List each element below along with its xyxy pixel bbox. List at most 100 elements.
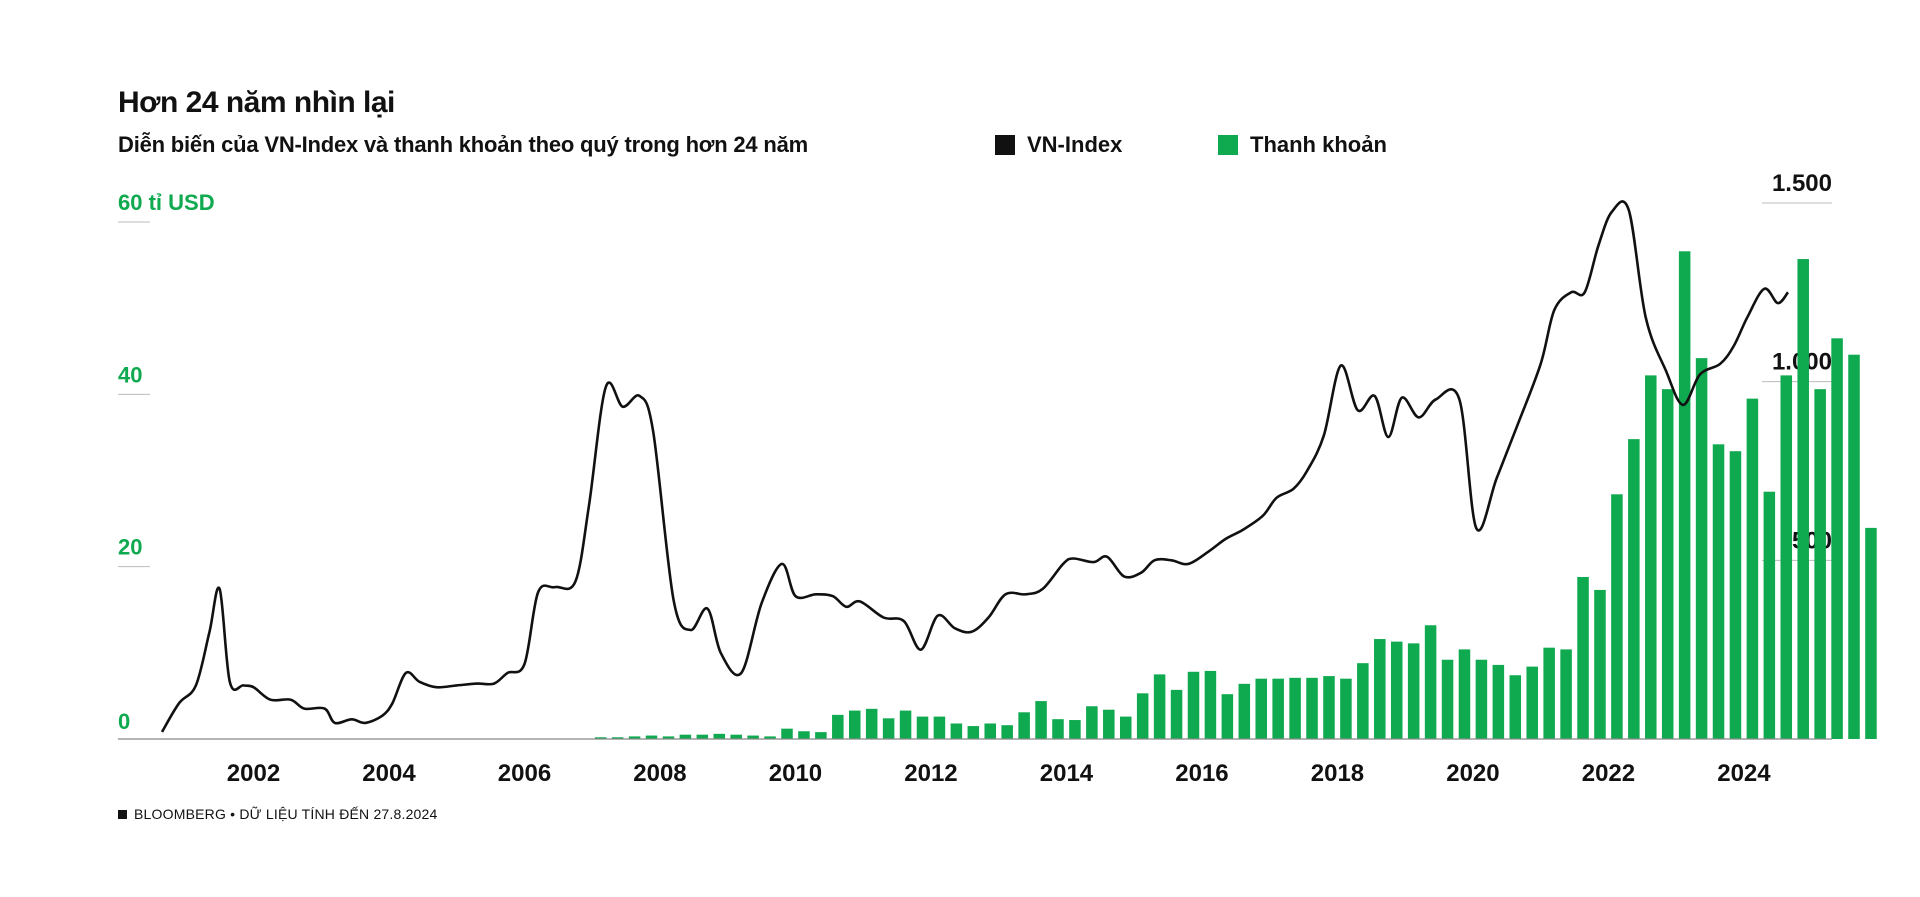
liquidity-bar — [1678, 251, 1691, 740]
liquidity-bar — [1001, 725, 1013, 739]
liquidity-bar — [696, 734, 709, 739]
liquidity-bar — [1746, 398, 1759, 739]
legend-liquidity-label: Thanh khoản — [1250, 132, 1387, 157]
legend-liquidity: Thanh khoản — [1218, 132, 1387, 158]
liquidity-bar — [1865, 527, 1877, 739]
x-tick-label: 2006 — [498, 760, 551, 787]
liquidity-bar — [1475, 659, 1488, 739]
liquidity-bar — [1374, 639, 1386, 739]
legend-vnindex: VN-Index — [995, 132, 1122, 158]
liquidity-bar — [1848, 354, 1860, 739]
liquidity-bar — [781, 728, 793, 739]
liquidity-bar — [1729, 451, 1742, 739]
liquidity-bar — [662, 736, 675, 739]
source-note: BLOOMBERG • DỮ LIỆU TÍNH ĐẾN 27.8.2024 — [118, 806, 438, 822]
liquidity-bar — [1119, 716, 1132, 739]
liquidity-bar — [815, 732, 827, 739]
liquidity-bar — [1407, 643, 1420, 739]
liquidity-bar — [1170, 689, 1183, 739]
liquidity-bar — [1357, 663, 1369, 739]
x-tick-label: 2024 — [1717, 760, 1771, 787]
liquidity-bar — [1272, 678, 1284, 739]
left-tick-label: 20 — [118, 535, 142, 560]
liquidity-bar — [1424, 625, 1437, 739]
liquidity-bar — [764, 736, 776, 739]
liquidity-bar — [1763, 491, 1776, 739]
liquidity-bar — [1221, 694, 1234, 739]
liquidity-bar — [1661, 389, 1674, 739]
x-tick-label: 2020 — [1446, 760, 1499, 787]
liquidity-bar — [798, 731, 810, 739]
left-tick-label: 40 — [118, 362, 142, 387]
liquidity-bar — [1577, 577, 1589, 739]
left-axis-unit-label: 60 tỉ USD — [118, 190, 215, 215]
liquidity-bar — [1153, 674, 1166, 740]
x-tick-label: 2012 — [904, 760, 957, 787]
liquidity-bar — [1204, 670, 1217, 739]
liquidity-bar — [950, 723, 963, 739]
liquidity-bar — [1306, 677, 1318, 739]
liquidity-bar — [747, 735, 759, 739]
liquidity-bar — [1136, 693, 1149, 739]
x-tick-label: 2018 — [1311, 760, 1364, 787]
liquidity-bar — [1103, 709, 1115, 739]
liquidity-bar — [1645, 375, 1657, 739]
liquidity-bar — [1390, 641, 1403, 739]
liquidity-bar — [679, 734, 692, 739]
legend-vnindex-swatch — [995, 135, 1015, 155]
chart-subtitle: Diễn biến của VN-Index và thanh khoản th… — [118, 132, 809, 157]
liquidity-bar — [916, 716, 929, 739]
x-tick-label: 2002 — [227, 760, 280, 787]
liquidity-bar — [1814, 389, 1826, 739]
source-text: BLOOMBERG • DỮ LIỆU TÍNH ĐẾN 27.8.2024 — [134, 806, 438, 822]
liquidity-bar — [1831, 338, 1843, 739]
liquidity-bar — [1441, 659, 1454, 739]
x-tick-label: 2004 — [362, 760, 416, 787]
liquidity-bar — [1526, 666, 1538, 739]
liquidity-bar — [1492, 664, 1505, 739]
liquidity-bar — [611, 737, 624, 739]
left-tick-label: 0 — [118, 709, 130, 734]
liquidity-bar — [1780, 375, 1793, 739]
chart-title: Hơn 24 năm nhìn lại — [118, 86, 395, 119]
liquidity-bar — [832, 714, 844, 739]
liquidity-bar — [899, 710, 912, 739]
liquidity-bar — [1238, 683, 1251, 739]
liquidity-bar — [848, 710, 861, 739]
liquidity-bar — [1594, 589, 1606, 739]
liquidity-bar — [1628, 439, 1640, 739]
x-tick-label: 2016 — [1175, 760, 1228, 787]
liquidity-bar — [1611, 494, 1623, 739]
liquidity-bar — [1797, 259, 1809, 739]
right-tick-label: 1.500 — [1772, 170, 1832, 197]
liquidity-bar — [1255, 678, 1267, 739]
legend-liquidity-swatch — [1218, 135, 1238, 155]
liquidity-bar — [594, 737, 607, 739]
liquidity-bar — [1560, 649, 1572, 739]
liquidity-bar — [1187, 671, 1200, 739]
liquidity-bar — [1509, 675, 1522, 739]
vnindex-line — [160, 200, 1790, 733]
x-tick-label: 2014 — [1040, 760, 1094, 787]
liquidity-bar — [967, 726, 980, 739]
liquidity-bar — [1069, 720, 1081, 739]
liquidity-bar — [1018, 712, 1030, 739]
liquidity-bar — [933, 716, 946, 739]
liquidity-bar — [1035, 701, 1047, 739]
liquidity-bar — [1086, 706, 1098, 739]
liquidity-bar — [1712, 444, 1725, 739]
liquidity-bar — [1052, 719, 1064, 739]
liquidity-bar — [984, 723, 996, 739]
liquidity-bar — [1289, 677, 1301, 739]
liquidity-bar — [1323, 676, 1335, 739]
legend-vnindex-label: VN-Index — [1027, 132, 1123, 157]
liquidity-bar — [1340, 678, 1352, 739]
liquidity-bar — [1458, 649, 1471, 739]
liquidity-bar — [865, 708, 878, 739]
x-tick-label: 2010 — [769, 760, 822, 787]
liquidity-bar — [1695, 358, 1708, 739]
liquidity-bar — [1543, 647, 1555, 739]
liquidity-bar — [628, 736, 641, 739]
x-tick-label: 2022 — [1582, 760, 1635, 787]
